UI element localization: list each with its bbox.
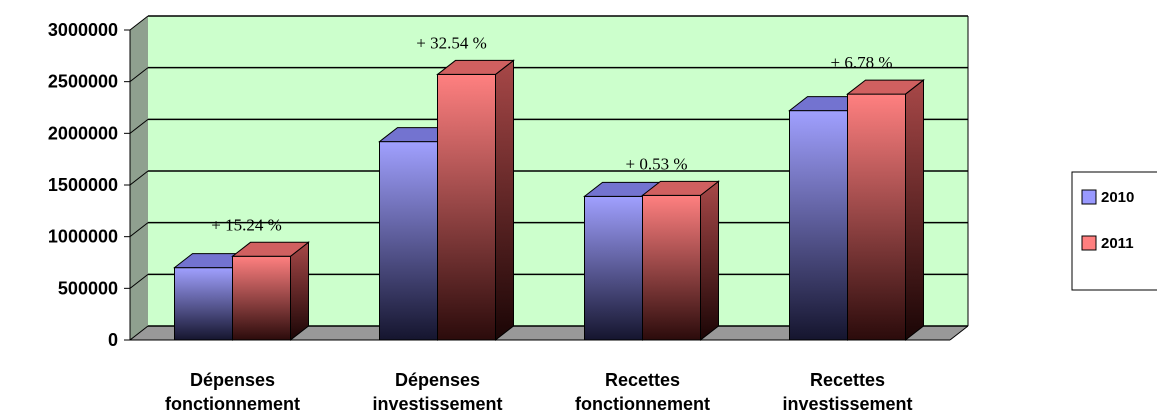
bar-top [231, 241, 310, 257]
legend-label-2011: 2011 [1101, 235, 1134, 252]
bar-front [174, 267, 233, 341]
bar-front [437, 73, 496, 341]
bar-front [379, 141, 438, 341]
y-tick-label: 1000000 [48, 227, 118, 247]
y-tick-label: 2500000 [48, 72, 118, 92]
y-tick-label: 3000000 [48, 20, 118, 40]
category-label: Dépenses fonctionnement [165, 370, 300, 414]
bar-top [641, 180, 720, 196]
gridline-side [129, 67, 149, 83]
bar-front [642, 194, 701, 341]
change-annotation: + 15.24 % [211, 215, 282, 234]
gridline-side [129, 273, 149, 289]
change-annotation: + 6.78 % [831, 53, 893, 72]
bar-side [290, 241, 309, 342]
gridline-side [129, 15, 149, 31]
legend-label-2010: 2010 [1101, 189, 1134, 206]
y-tick-label: 1500000 [48, 175, 118, 195]
gridline-side [129, 118, 149, 134]
y-tick-label: 500000 [58, 278, 118, 298]
change-annotation: + 32.54 % [416, 33, 487, 52]
plot-floor [130, 326, 968, 340]
bar-front [789, 110, 848, 341]
category-label: Recettes fonctionnement [575, 370, 710, 414]
category-label: Dépenses investissement [372, 370, 502, 414]
y-tick-label: 0 [108, 330, 118, 350]
bar-side [495, 59, 514, 342]
bar-top [846, 79, 925, 95]
gridline-side [129, 325, 149, 341]
change-annotation: + 0.53 % [626, 154, 688, 173]
plot-back-wall [130, 16, 968, 340]
bar-2011-1 [436, 59, 515, 342]
bar-front [847, 93, 906, 341]
legend-swatch-2011 [1081, 235, 1097, 251]
bar-top [436, 59, 515, 75]
bar-front [232, 255, 291, 341]
x-axis-depth-line [949, 325, 969, 341]
legend-swatch-2010 [1081, 189, 1097, 205]
gridline-side [129, 222, 149, 238]
bar-2011-0 [231, 241, 310, 342]
bar-side [700, 180, 719, 342]
y-tick-label: 2000000 [48, 123, 118, 143]
bar-2011-3 [846, 79, 925, 342]
bar-front [584, 195, 643, 341]
category-label: Recettes investissement [782, 370, 912, 414]
bar-side [905, 79, 924, 342]
gridline-side [129, 170, 149, 186]
bar-2011-2 [641, 180, 720, 342]
